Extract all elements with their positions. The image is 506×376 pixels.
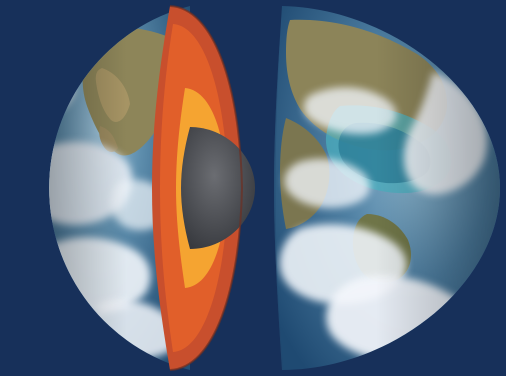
cutaway-layers [152,5,255,371]
right-hemisphere [274,6,500,370]
